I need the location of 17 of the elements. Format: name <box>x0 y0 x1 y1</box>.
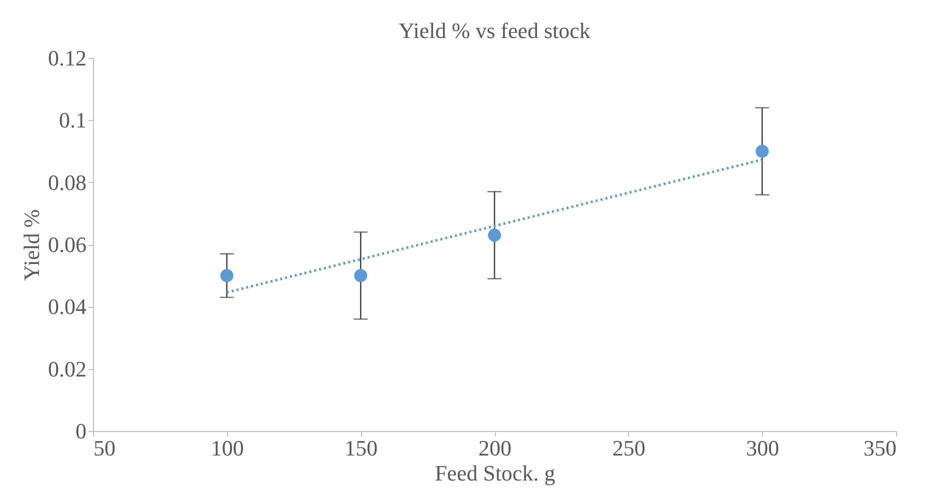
x-tick-label: 200 <box>478 436 512 460</box>
y-tick-label: 0.02 <box>48 356 86 382</box>
y-tick-label: 0 <box>76 418 86 444</box>
x-tick-label: 300 <box>746 436 780 460</box>
chart-title: Yield % vs feed stock <box>398 18 590 43</box>
x-tick-label: 50 <box>94 436 116 460</box>
x-tick-label: 250 <box>612 436 646 460</box>
x-tick-label: 150 <box>344 436 378 460</box>
y-tick-label: 0.06 <box>48 232 86 257</box>
y-tick-label: 0.1 <box>59 108 86 133</box>
y-tick-label: 0.04 <box>48 294 86 320</box>
x-axis-title: Feed Stock. g <box>434 460 556 486</box>
y-tick-label: 0.12 <box>48 46 86 70</box>
x-tick-label: 100 <box>210 436 244 460</box>
x-tick-label: 350 <box>864 436 896 460</box>
y-axis-title: Yield % <box>19 209 44 281</box>
y-tick-label: 0.08 <box>48 170 86 195</box>
